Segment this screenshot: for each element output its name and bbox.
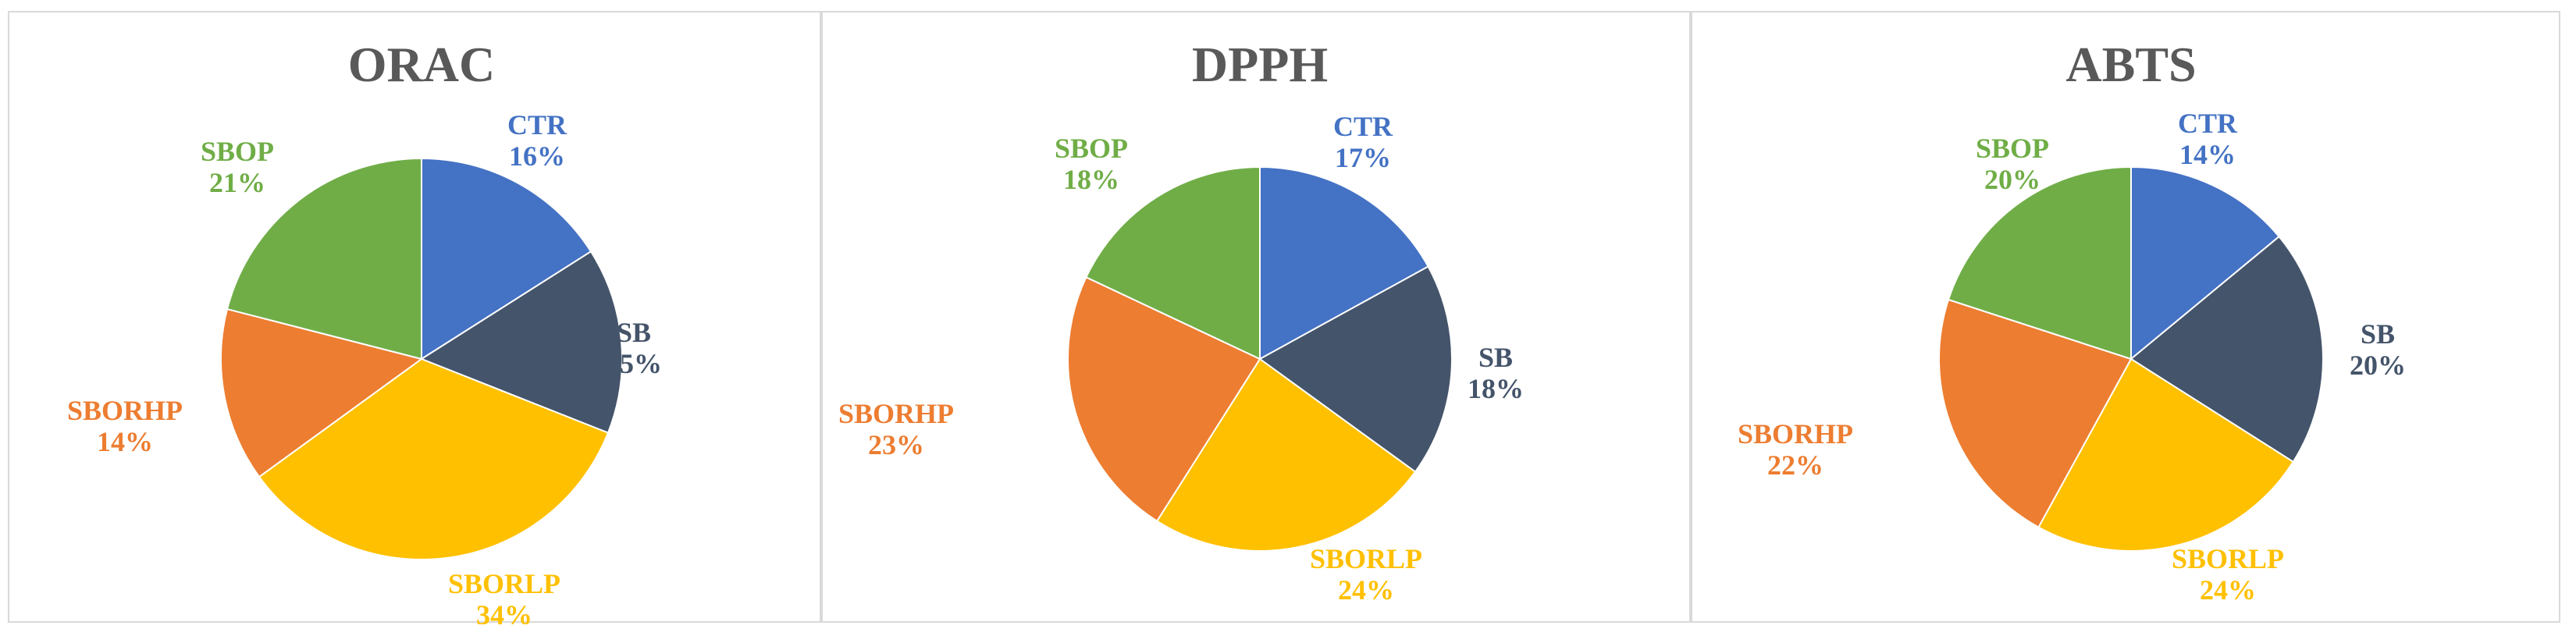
data-label-ctr: CTR 16%	[507, 109, 568, 172]
data-label-sb: SB 20%	[2350, 318, 2406, 381]
pie-chart-abts: ABTS CTR 14%SB 20%SBORLP 24%SBORHP 22%SBOP 20…	[1738, 37, 2406, 606]
pie-slice-sborlp	[2037, 357, 2295, 552]
data-label-percent: 21%	[209, 167, 265, 198]
data-label-category: SBOP	[1976, 133, 2049, 164]
data-label-category: SB	[617, 317, 651, 348]
pie-slice-sbop	[226, 157, 422, 361]
data-label-percent: 34%	[476, 599, 532, 624]
chart-panel-abts: ABTS CTR 14% SB 20% SBORLP 24% SBORHP 22% SBOP 20…	[1691, 11, 2560, 623]
pie-slice-sborlp	[1155, 357, 1417, 552]
data-label-category: SBORHP	[1738, 418, 1853, 449]
data-label-percent: 18%	[1468, 373, 1524, 404]
data-label-category: SBORLP	[1310, 543, 1422, 574]
data-label-percent: 24%	[1338, 574, 1394, 606]
data-label-category: SB	[1478, 342, 1513, 373]
data-label-sbop: SBOP 21%	[201, 136, 274, 198]
data-label-category: SBORHP	[67, 395, 183, 426]
data-label-sbop: SBOP 18%	[1055, 133, 1128, 195]
pie-slice-sb	[2129, 235, 2324, 464]
data-label-sb: SB 15%	[606, 317, 662, 379]
pie-slice-ctr	[421, 157, 592, 361]
chart-title: DPPH	[1192, 37, 1328, 92]
data-label-category: CTR	[507, 109, 568, 140]
data-label-category: SBORLP	[448, 568, 560, 599]
data-label-category: CTR	[1333, 111, 1393, 142]
data-label-sborhp: SBORHP 14%	[67, 395, 183, 457]
data-label-percent: 23%	[868, 429, 924, 460]
data-label-percent: 14%	[2179, 139, 2236, 170]
pie-slice-sborhp	[1067, 275, 1261, 523]
chart-panel-dpph: DPPH CTR 17% SB 18% SBORLP 24% SBORHP 23% SBOP 18…	[821, 11, 1691, 623]
pie-slice-sborlp	[258, 357, 610, 560]
pie-slice-ctr	[1259, 165, 1429, 361]
pie-slice-sb	[1258, 265, 1453, 473]
data-label-percent: 16%	[509, 140, 565, 172]
data-label-percent: 22%	[1767, 449, 1823, 481]
data-label-sborhp: SBORHP 23%	[838, 398, 954, 460]
data-label-percent: 18%	[1063, 164, 1119, 195]
data-label-percent: 20%	[2350, 350, 2406, 381]
data-label-sbop: SBOP 20%	[1976, 133, 2049, 195]
data-label-category: SBORLP	[2172, 543, 2284, 574]
pie-chart-dpph: DPPH CTR 17%SB 18%SBORLP 24%SBORHP 23%SBOP 18…	[838, 37, 1524, 606]
chart-title: ORAC	[348, 37, 495, 92]
chart-title: ABTS	[2065, 37, 2196, 92]
data-label-sborlp: SBORLP 34%	[448, 568, 560, 624]
pie-slice-sborhp	[1938, 298, 2133, 528]
data-label-percent: 17%	[1335, 142, 1391, 173]
data-label-category: SBOP	[201, 136, 274, 167]
pie-slice-sb	[419, 250, 623, 434]
data-label-category: SB	[2361, 318, 2395, 350]
pie-slice-ctr	[2130, 165, 2280, 361]
data-label-percent: 20%	[1984, 164, 2041, 195]
pie-chart-orac: ORAC CTR 16% SB 15% SBORLP 34% SBORHP 14% SBOP 21…	[67, 37, 662, 624]
data-label-sborlp: SBORLP 24%	[1310, 543, 1422, 606]
data-label-sborhp: SBORHP 22%	[1738, 418, 1853, 481]
data-label-percent: 24%	[2200, 574, 2256, 606]
data-label-ctr: CTR 17%	[1333, 111, 1393, 173]
data-label-ctr: CTR 14%	[2178, 108, 2238, 170]
data-label-category: SBORHP	[838, 398, 954, 429]
data-label-percent: 15%	[606, 348, 662, 379]
data-label-sborlp: SBORLP 24%	[2172, 543, 2284, 606]
data-label-category: CTR	[2178, 108, 2238, 139]
chart-panel-orac: ORAC CTR 16% SB 15% SBORLP 34% SBORHP 14% SBOP 21…	[8, 11, 821, 624]
pie-slice-sbop	[1947, 165, 2132, 361]
data-label-percent: 14%	[97, 426, 153, 457]
data-label-category: SBOP	[1055, 133, 1128, 164]
data-label-sb: SB 18%	[1468, 342, 1524, 404]
pie-slice-sborhp	[220, 307, 424, 478]
pie-slice-sbop	[1085, 165, 1261, 361]
